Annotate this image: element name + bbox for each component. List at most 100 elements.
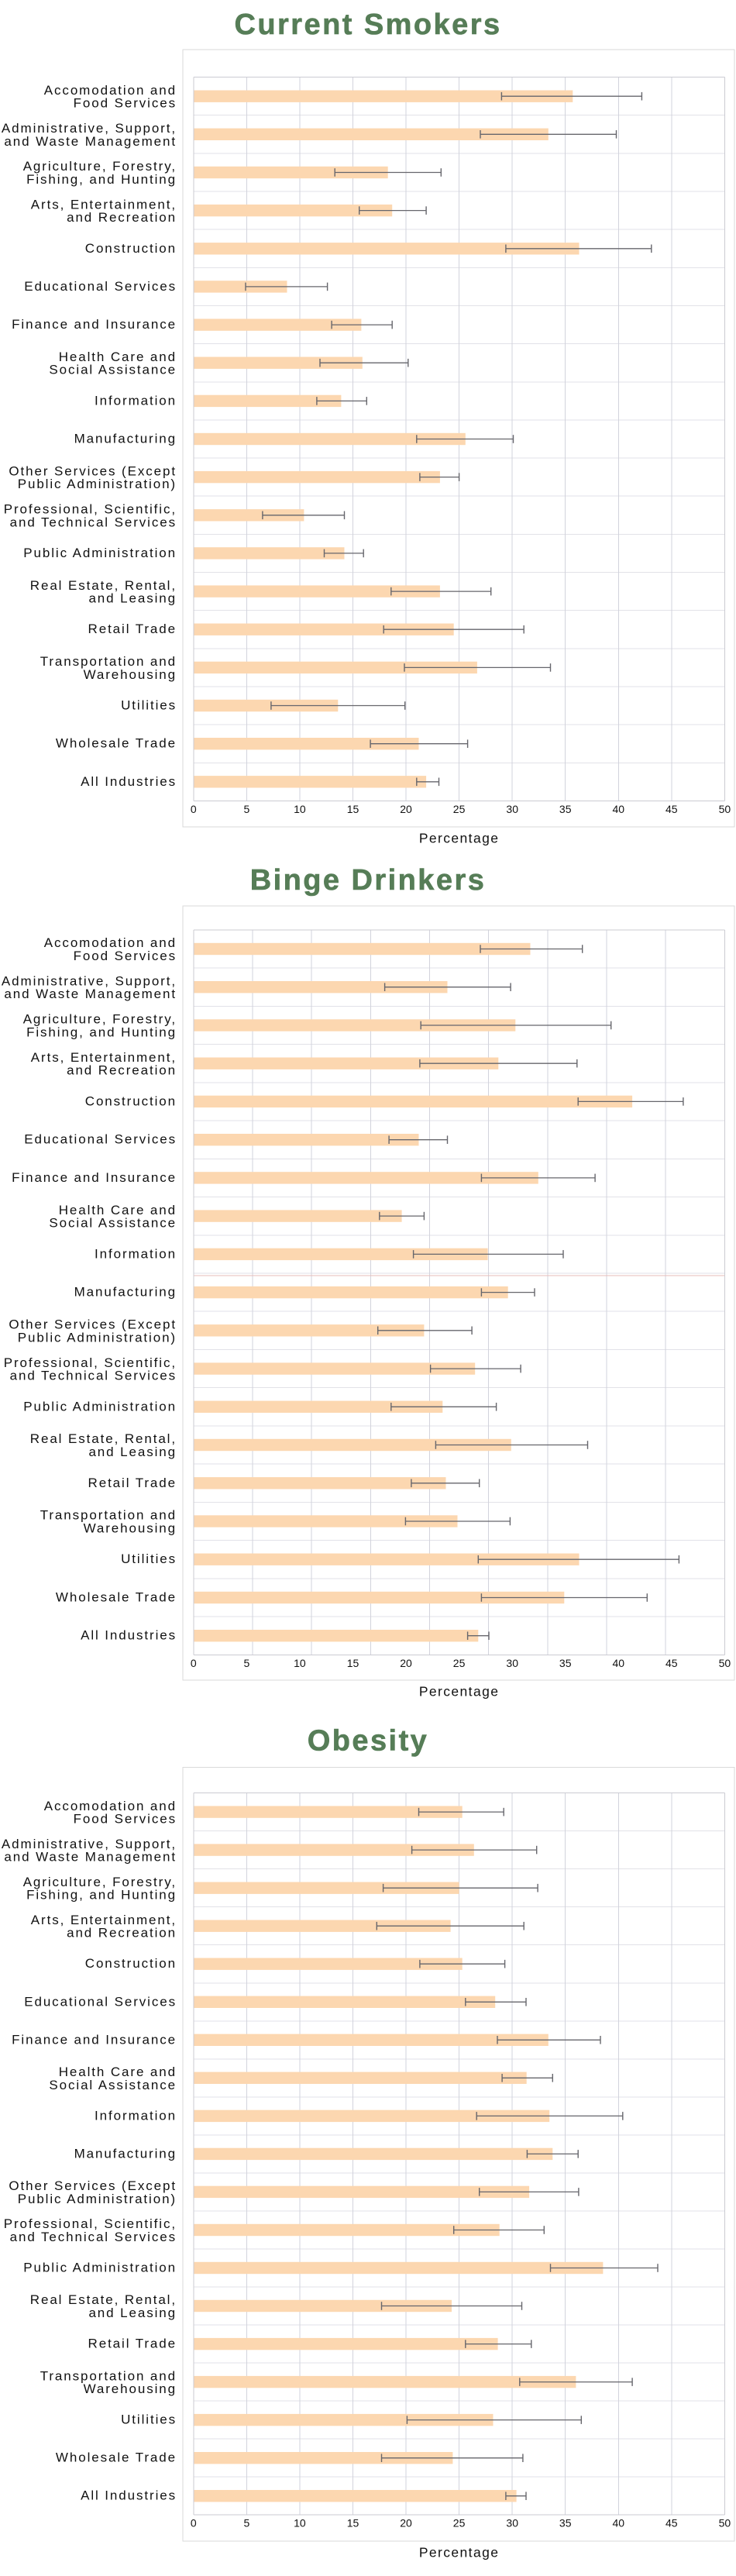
svg-text:35: 35 bbox=[559, 803, 572, 815]
svg-text:50: 50 bbox=[719, 2517, 731, 2530]
svg-text:All Industries: All Industries bbox=[81, 774, 177, 789]
svg-text:Educational Services: Educational Services bbox=[24, 1132, 177, 1147]
svg-text:and Recreation: and Recreation bbox=[67, 1926, 177, 1941]
svg-text:Other Services (Except: Other Services (Except bbox=[9, 1317, 177, 1332]
svg-text:Social Assistance: Social Assistance bbox=[49, 2078, 177, 2092]
svg-text:Social Assistance: Social Assistance bbox=[49, 363, 177, 377]
svg-text:Utilities: Utilities bbox=[121, 1551, 177, 1566]
svg-text:Health Care and: Health Care and bbox=[59, 350, 177, 364]
svg-text:20: 20 bbox=[400, 803, 412, 815]
svg-text:5: 5 bbox=[244, 1657, 250, 1669]
svg-text:45: 45 bbox=[665, 1657, 678, 1669]
svg-text:and Technical Services: and Technical Services bbox=[10, 2230, 177, 2244]
svg-text:Wholesale Trade: Wholesale Trade bbox=[56, 736, 177, 751]
svg-text:Administrative, Support,: Administrative, Support, bbox=[2, 1837, 177, 1851]
svg-text:Finance and Insurance: Finance and Insurance bbox=[12, 1170, 177, 1185]
svg-text:Percentage: Percentage bbox=[419, 1684, 500, 1700]
svg-text:Transportation and: Transportation and bbox=[40, 2368, 177, 2383]
svg-text:Percentage: Percentage bbox=[419, 2544, 500, 2560]
svg-text:40: 40 bbox=[613, 1657, 625, 1669]
svg-text:Social Assistance: Social Assistance bbox=[49, 1216, 177, 1231]
svg-text:Retail Trade: Retail Trade bbox=[88, 2337, 177, 2351]
svg-text:30: 30 bbox=[506, 2517, 518, 2530]
svg-text:35: 35 bbox=[559, 1657, 572, 1669]
svg-text:Obesity: Obesity bbox=[308, 1725, 429, 1758]
svg-text:Real Estate, Rental,: Real Estate, Rental, bbox=[30, 1431, 177, 1446]
svg-text:Agriculture, Forestry,: Agriculture, Forestry, bbox=[23, 1012, 177, 1027]
svg-text:Information: Information bbox=[95, 2108, 177, 2123]
svg-text:Accomodation and: Accomodation and bbox=[44, 83, 177, 98]
svg-text:Arts, Entertainment,: Arts, Entertainment, bbox=[31, 197, 177, 212]
svg-text:Information: Information bbox=[95, 1246, 177, 1261]
svg-text:Administrative, Support,: Administrative, Support, bbox=[2, 121, 177, 136]
svg-text:Arts, Entertainment,: Arts, Entertainment, bbox=[31, 1913, 177, 1927]
svg-text:Health Care and: Health Care and bbox=[59, 2065, 177, 2079]
svg-text:Public Administration: Public Administration bbox=[23, 2261, 177, 2275]
svg-text:Binge Drinkers: Binge Drinkers bbox=[250, 864, 487, 897]
svg-text:40: 40 bbox=[613, 2517, 625, 2530]
svg-text:50: 50 bbox=[719, 1657, 731, 1669]
svg-text:Agriculture, Forestry,: Agriculture, Forestry, bbox=[23, 1875, 177, 1889]
svg-text:Educational Services: Educational Services bbox=[24, 1994, 177, 2009]
svg-text:and Waste Management: and Waste Management bbox=[4, 1850, 177, 1865]
svg-text:Real Estate, Rental,: Real Estate, Rental, bbox=[30, 2292, 177, 2307]
svg-text:Accomodation and: Accomodation and bbox=[44, 1799, 177, 1813]
svg-text:Fishing, and Hunting: Fishing, and Hunting bbox=[26, 1888, 177, 1903]
svg-text:and Leasing: and Leasing bbox=[88, 2306, 177, 2320]
svg-text:Public Administration: Public Administration bbox=[23, 1399, 177, 1414]
svg-text:50: 50 bbox=[719, 803, 731, 815]
svg-text:Real Estate, Rental,: Real Estate, Rental, bbox=[30, 578, 177, 593]
svg-text:Warehousing: Warehousing bbox=[84, 2381, 177, 2396]
svg-text:10: 10 bbox=[294, 2517, 306, 2530]
svg-text:Arts, Entertainment,: Arts, Entertainment, bbox=[31, 1050, 177, 1065]
svg-text:and Leasing: and Leasing bbox=[88, 591, 177, 606]
svg-text:Administrative, Support,: Administrative, Support, bbox=[2, 973, 177, 988]
svg-text:30: 30 bbox=[506, 803, 518, 815]
svg-text:Wholesale Trade: Wholesale Trade bbox=[56, 2450, 177, 2465]
svg-text:25: 25 bbox=[453, 1657, 466, 1669]
svg-text:Construction: Construction bbox=[85, 1093, 177, 1108]
svg-text:15: 15 bbox=[347, 2517, 359, 2530]
svg-text:Manufacturing: Manufacturing bbox=[74, 2146, 177, 2161]
svg-text:Other Services (Except: Other Services (Except bbox=[9, 463, 177, 478]
svg-text:Other Services (Except: Other Services (Except bbox=[9, 2178, 177, 2193]
svg-text:Warehousing: Warehousing bbox=[84, 667, 177, 682]
svg-text:0: 0 bbox=[191, 1657, 197, 1669]
svg-text:Public Administration): Public Administration) bbox=[18, 477, 177, 491]
svg-text:Transportation and: Transportation and bbox=[40, 654, 177, 669]
svg-text:Utilities: Utilities bbox=[121, 698, 177, 713]
svg-text:45: 45 bbox=[665, 803, 678, 815]
svg-text:Educational Services: Educational Services bbox=[24, 279, 177, 294]
svg-text:Accomodation and: Accomodation and bbox=[44, 935, 177, 950]
svg-text:and Technical Services: and Technical Services bbox=[10, 515, 177, 529]
svg-text:Manufacturing: Manufacturing bbox=[74, 1285, 177, 1300]
svg-text:Wholesale Trade: Wholesale Trade bbox=[56, 1590, 177, 1605]
svg-text:40: 40 bbox=[613, 803, 625, 815]
svg-text:and Leasing: and Leasing bbox=[88, 1445, 177, 1459]
svg-text:25: 25 bbox=[453, 2517, 466, 2530]
svg-text:20: 20 bbox=[400, 1657, 412, 1669]
svg-text:and Technical Services: and Technical Services bbox=[10, 1369, 177, 1383]
svg-text:Professional, Scientific,: Professional, Scientific, bbox=[4, 502, 177, 517]
svg-text:and Waste Management: and Waste Management bbox=[4, 987, 177, 1001]
svg-text:15: 15 bbox=[347, 1657, 359, 1669]
svg-text:Retail Trade: Retail Trade bbox=[88, 1476, 177, 1490]
svg-text:Warehousing: Warehousing bbox=[84, 1521, 177, 1536]
svg-text:Health Care and: Health Care and bbox=[59, 1203, 177, 1217]
svg-text:Professional, Scientific,: Professional, Scientific, bbox=[4, 1355, 177, 1370]
svg-text:10: 10 bbox=[294, 1657, 306, 1669]
svg-text:Public Administration: Public Administration bbox=[23, 546, 177, 560]
svg-text:5: 5 bbox=[244, 803, 250, 815]
svg-text:Retail Trade: Retail Trade bbox=[88, 622, 177, 636]
svg-text:Current Smokers: Current Smokers bbox=[234, 9, 501, 41]
svg-text:Professional, Scientific,: Professional, Scientific, bbox=[4, 2216, 177, 2231]
svg-text:15: 15 bbox=[347, 803, 359, 815]
svg-text:Public Administration): Public Administration) bbox=[18, 1330, 177, 1345]
svg-text:5: 5 bbox=[244, 2517, 250, 2530]
svg-text:0: 0 bbox=[191, 2517, 197, 2530]
svg-text:All Industries: All Industries bbox=[81, 2488, 177, 2503]
svg-text:Public Administration): Public Administration) bbox=[18, 2192, 177, 2206]
svg-text:Information: Information bbox=[95, 393, 177, 408]
svg-text:Finance and Insurance: Finance and Insurance bbox=[12, 2032, 177, 2047]
svg-text:and Waste Management: and Waste Management bbox=[4, 134, 177, 149]
